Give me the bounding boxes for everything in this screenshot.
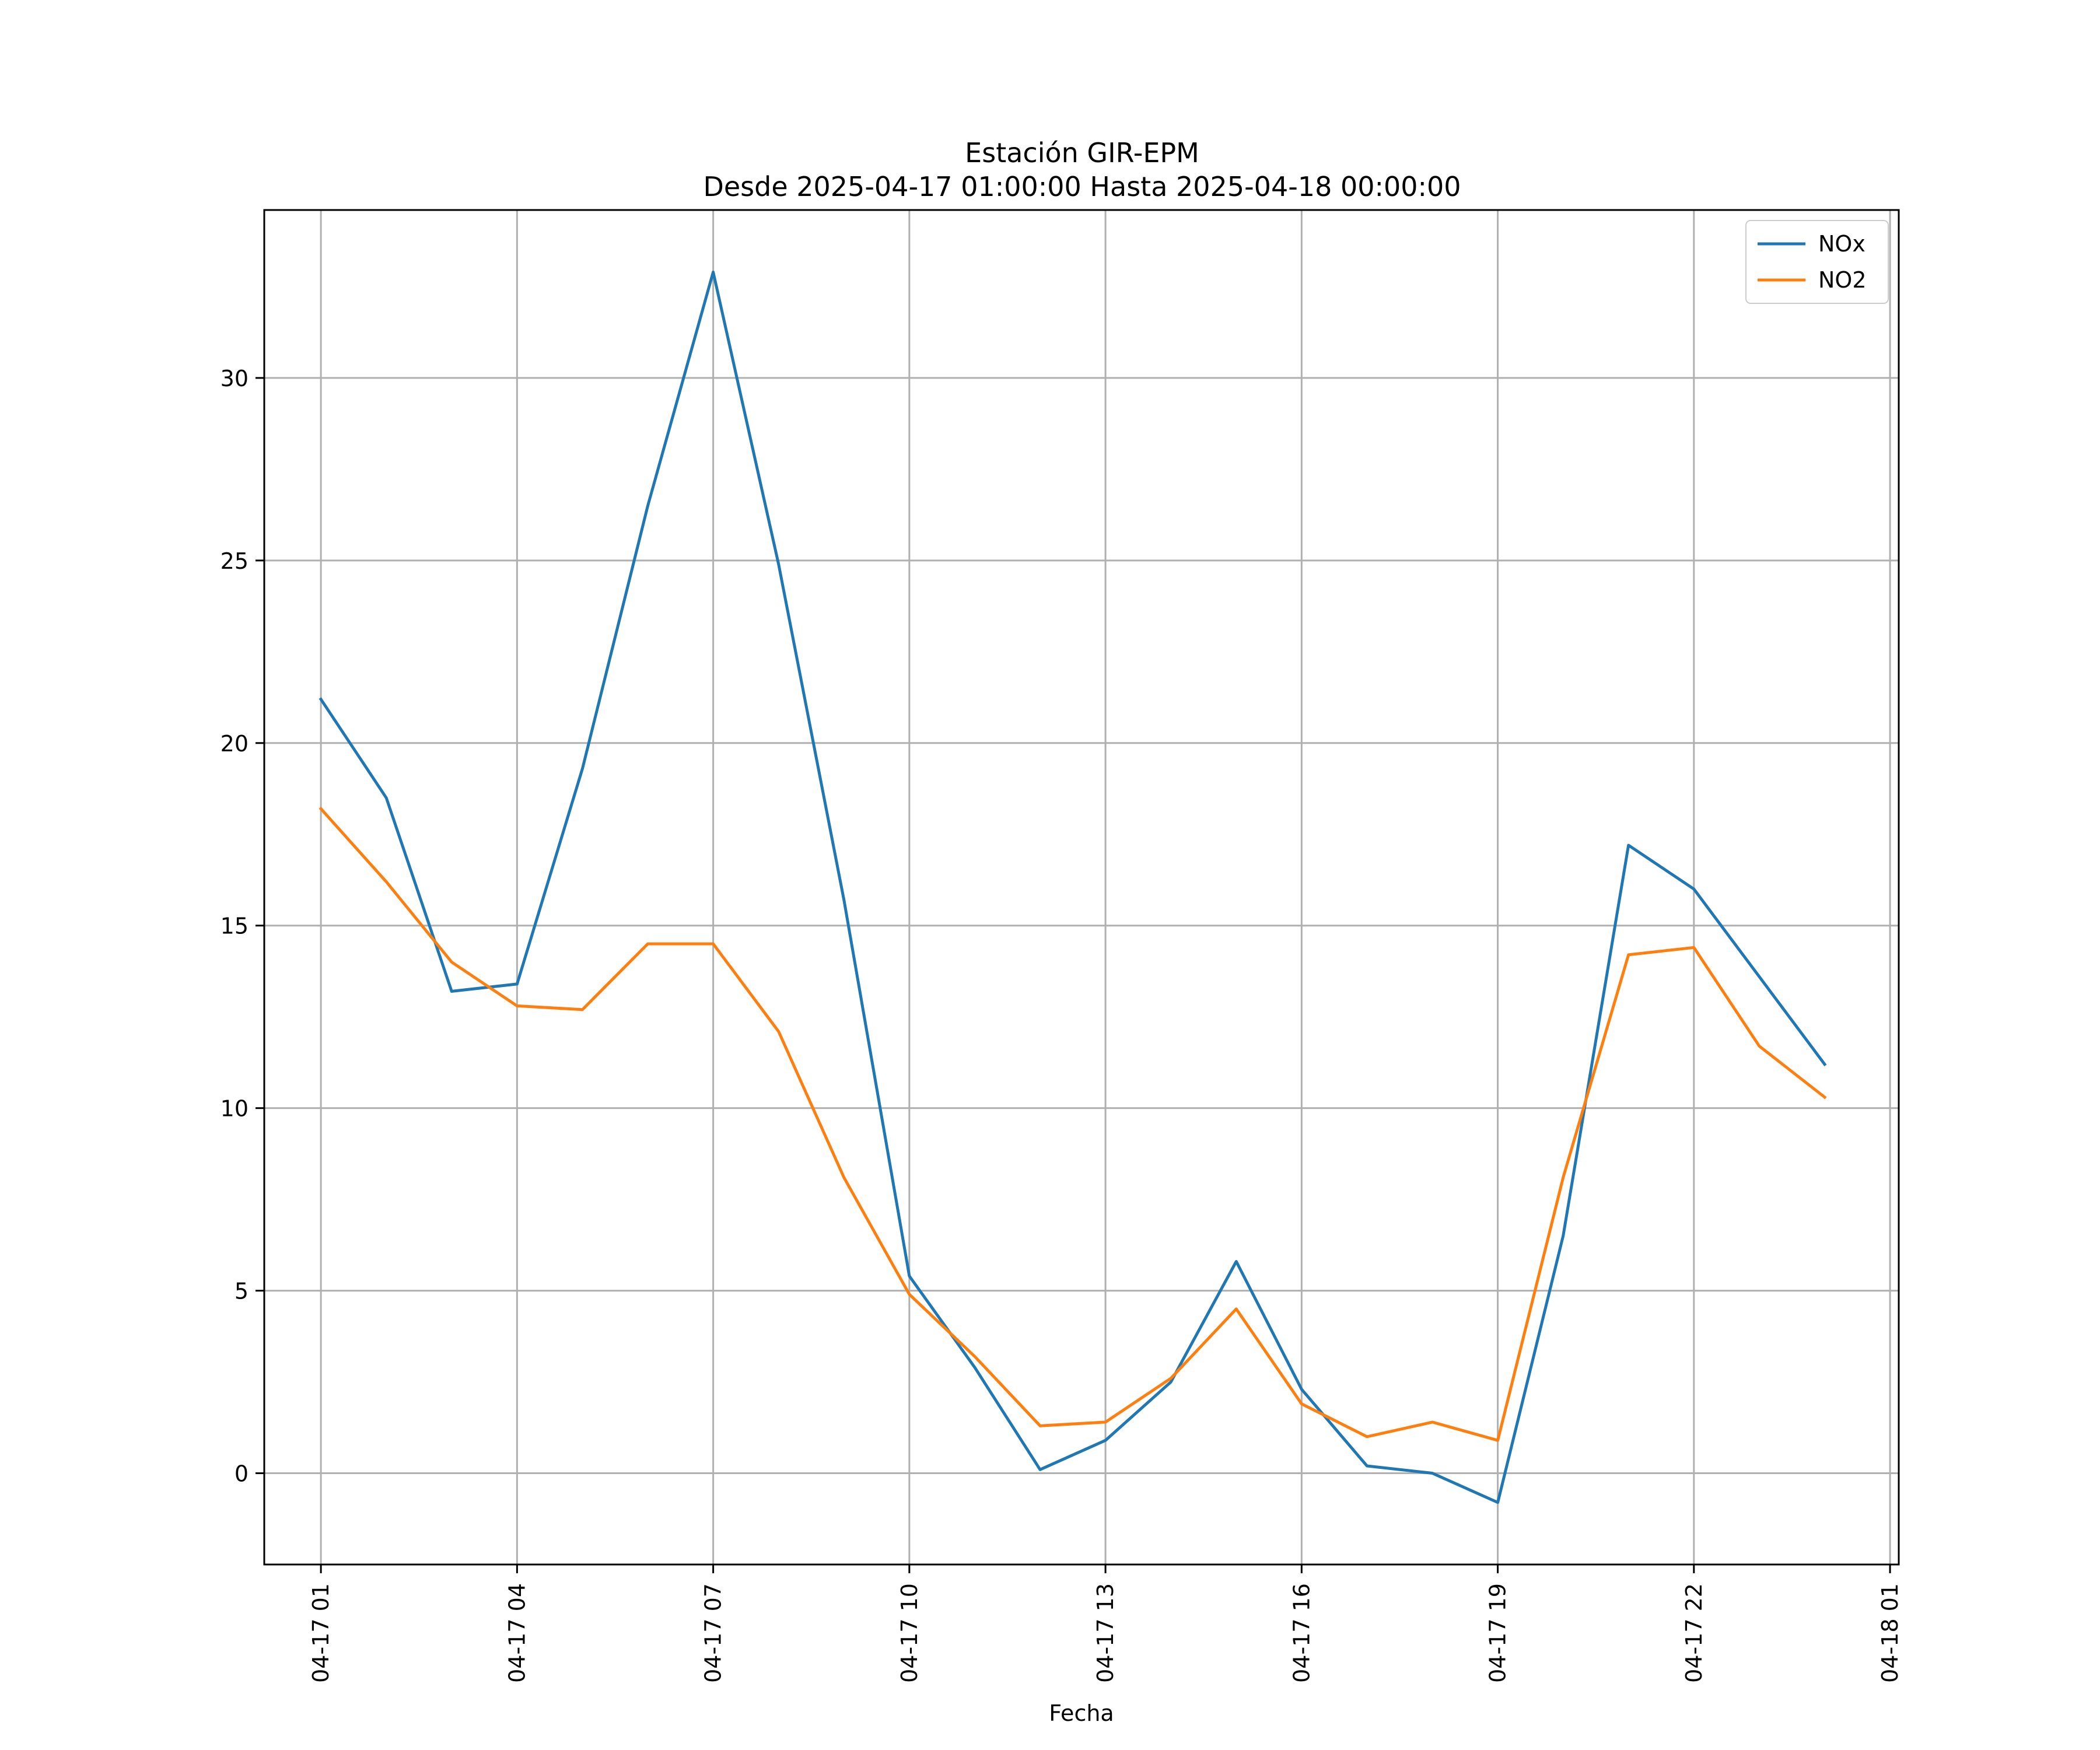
series-lines (318, 270, 1827, 1504)
x-tick-label: 04-17 13 (1093, 1583, 1118, 1683)
x-tick-label: 04-18 01 (1877, 1583, 1903, 1683)
x-tick-label: 04-17 22 (1681, 1583, 1707, 1683)
plot-area-frame (263, 209, 1900, 1566)
x-axis-label: Fecha (1049, 1700, 1114, 1726)
y-tick-label: 5 (235, 1279, 249, 1304)
x-tick-label: 04-17 10 (897, 1583, 922, 1683)
legend-label-no2: NO2 (1818, 267, 1867, 293)
y-tick-label: 0 (235, 1461, 249, 1487)
x-axis: 04-17 01 04-17 04 04-17 07 04-17 10 04-17 13… (308, 1564, 1903, 1683)
x-tick-label: 04-17 16 (1289, 1583, 1314, 1683)
chart-title: Estación GIR-EPM (965, 137, 1199, 169)
y-tick-label: 30 (220, 366, 249, 391)
y-axis: 0 5 10 15 20 25 30 (220, 366, 264, 1487)
legend-label-nox: NOx (1818, 231, 1866, 257)
y-tick-label: 15 (220, 914, 249, 939)
x-tick-label: 04-17 01 (308, 1583, 334, 1683)
legend-box (1745, 220, 1889, 304)
grid (264, 210, 1899, 1564)
legend: NOx NO2 (1745, 220, 1889, 304)
y-tick-label: 20 (220, 731, 249, 757)
x-tick-label: 04-17 19 (1485, 1583, 1511, 1683)
chart-subtitle: Desde 2025-04-17 01:00:00 Hasta 2025-04-… (703, 171, 1461, 202)
series-line-nox (318, 270, 1827, 1504)
y-tick-label: 10 (220, 1096, 249, 1122)
x-tick-label: 04-17 07 (701, 1583, 726, 1683)
x-tick-label: 04-17 04 (504, 1583, 530, 1683)
series-line-no2 (318, 806, 1827, 1442)
y-tick-label: 25 (220, 548, 249, 574)
